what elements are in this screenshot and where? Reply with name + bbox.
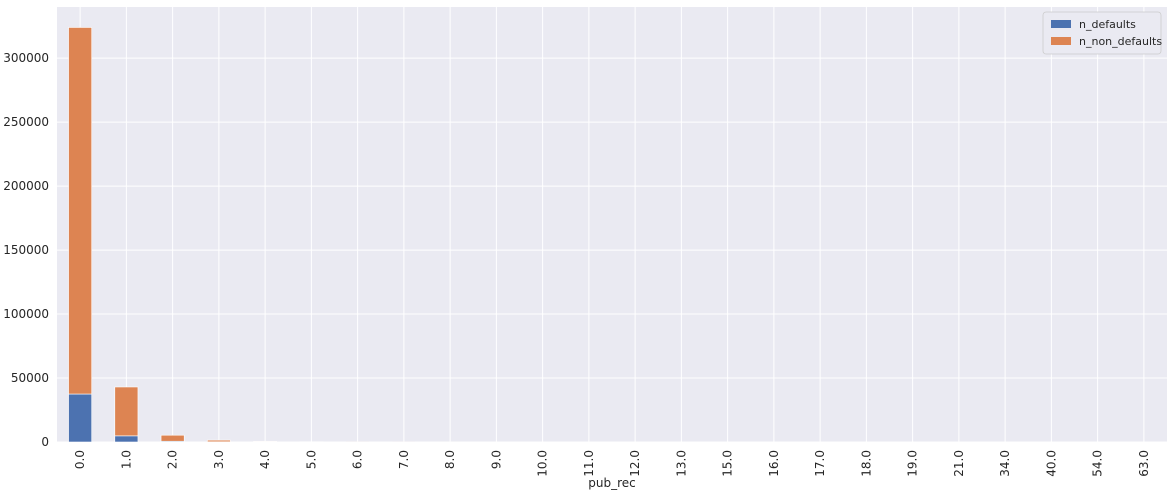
x-tick-label: 17.0 [813,450,827,477]
x-tick-label: 7.0 [397,450,411,469]
bar-n_non_defaults [392,441,416,443]
bar-n_non_defaults [484,441,509,443]
bar-n_non_defaults [207,439,231,443]
x-tick-label: 5.0 [304,450,318,469]
bar-n_non_defaults [1039,441,1064,443]
bar-n_non_defaults [900,441,925,443]
y-tick-label: 150000 [3,243,49,257]
grid-lines [57,7,1167,443]
x-tick-label: 54.0 [1091,450,1105,477]
legend-box [1042,11,1162,55]
bar-n_non_defaults [438,441,462,443]
legend-label-n_defaults: n_defaults [1079,18,1136,31]
x-tick-label: 6.0 [351,450,365,469]
legend-swatch-n_non_defaults [1051,37,1071,45]
bar-n_defaults [114,435,139,443]
y-axis-ticks: 0 50000 100000 150000 200000 250000 300000 [3,51,49,449]
bar-n_non_defaults [762,441,786,443]
bar-n_non_defaults [577,441,601,443]
y-tick-label: 250000 [3,115,49,129]
bar-n_non_defaults [993,441,1017,443]
bar-n_non_defaults [345,441,370,443]
bar-n_non_defaults [1085,441,1110,443]
x-tick-label: 8.0 [443,450,457,469]
y-tick-label: 50000 [11,371,49,385]
x-tick-label: 2.0 [166,450,180,469]
bar-n_non_defaults [947,441,971,443]
bar-n_non_defaults [808,441,832,443]
x-tick-label: 16.0 [767,450,781,477]
x-axis-label: pub_rec [588,476,636,490]
legend-swatch-n_defaults [1051,20,1071,28]
bar-n_non_defaults [299,441,324,443]
x-tick-label: 1.0 [119,450,133,469]
bar-n_non_defaults [253,441,277,443]
x-tick-label: 11.0 [582,450,596,477]
x-tick-label: 21.0 [952,450,966,477]
legend: n_defaults n_non_defaults [1042,11,1162,55]
bar-n_non_defaults [854,441,879,443]
y-tick-label: 200000 [3,179,49,193]
y-tick-label: 100000 [3,307,49,321]
bar-n_non_defaults [160,434,185,442]
x-tick-label: 63.0 [1137,450,1151,477]
x-tick-label: 40.0 [1044,450,1058,477]
x-tick-label: 34.0 [998,450,1012,477]
x-tick-label: 0.0 [73,450,87,469]
bar-n_non_defaults [623,441,647,443]
bar-n_non_defaults [715,441,740,443]
bar-n_non_defaults [68,27,92,395]
bars [68,27,1156,443]
y-tick-label: 300000 [3,51,49,65]
bar-n_non_defaults [114,386,139,437]
bar-n_defaults [68,393,92,443]
x-tick-label: 18.0 [859,450,873,477]
x-tick-label: 10.0 [536,450,550,477]
x-axis-ticks: 0.0 1.0 2.0 3.0 4.0 5.0 6.0 7.0 8.0 9.0 10.0 11.0 12… [73,450,1151,477]
x-tick-label: 9.0 [489,450,503,469]
bar-n_non_defaults [530,441,555,443]
x-tick-label: 19.0 [906,450,920,477]
legend-label-n_non_defaults: n_non_defaults [1079,35,1162,48]
y-tick-label: 0 [41,435,49,449]
x-tick-label: 12.0 [628,450,642,477]
x-tick-label: 3.0 [212,450,226,469]
bar-n_non_defaults [669,441,694,443]
x-tick-label: 4.0 [258,450,272,469]
plot-background [57,7,1167,442]
x-tick-label: 15.0 [721,450,735,477]
bar-n_non_defaults [1132,441,1156,443]
x-tick-label: 13.0 [674,450,688,477]
